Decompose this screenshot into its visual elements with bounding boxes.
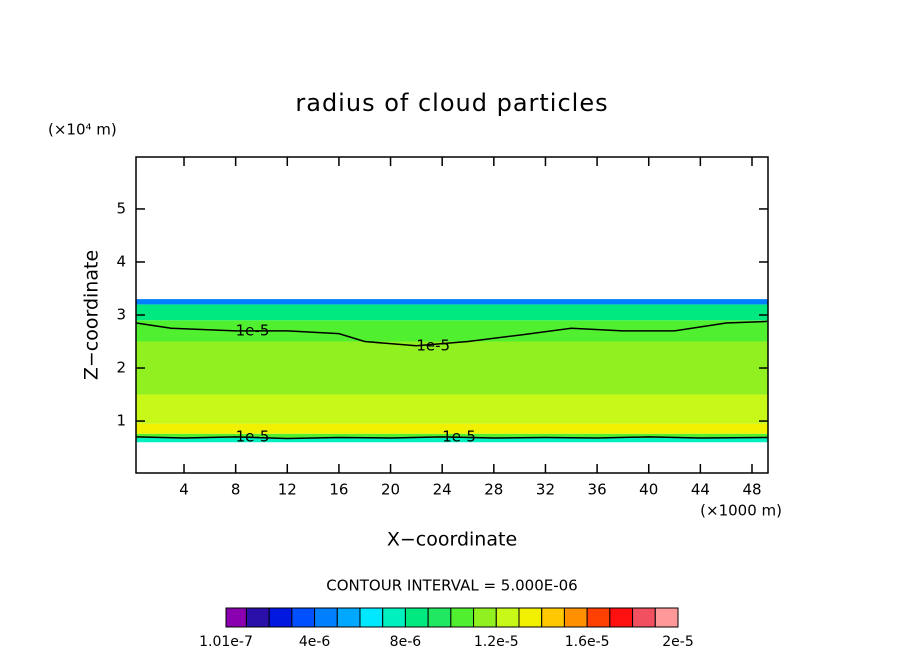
x-tick-label: 20: [381, 481, 400, 499]
colorbar-box: [632, 607, 656, 628]
chart-title: radius of cloud particles: [295, 89, 608, 117]
colorbar-label: 4e-6: [299, 634, 331, 650]
x-tick-label: 40: [639, 481, 658, 499]
colorbar-box: [654, 607, 679, 628]
field-band: [136, 320, 768, 342]
field-band: [136, 304, 768, 321]
x-tick-label: 48: [742, 481, 761, 499]
colorbar-box: [586, 607, 611, 628]
x-unit: (×1000 m): [700, 502, 782, 520]
colorbar-label: 2e-5: [662, 634, 693, 650]
colorbar-box: [563, 607, 588, 628]
colorbar-box: [268, 607, 293, 628]
colorbar-box: [495, 607, 520, 628]
x-tick-label: 32: [536, 481, 555, 499]
colorbar-box: [609, 607, 634, 628]
colorbar-box: [541, 607, 565, 628]
field-band: [136, 438, 768, 443]
x-tick-label: 24: [433, 481, 452, 499]
colorbar-box: [359, 607, 384, 628]
colorbar-box: [291, 607, 316, 628]
y-unit: (×10⁴ m): [48, 121, 117, 139]
contour-label: 1e-5: [236, 321, 270, 339]
colorbar-box: [314, 607, 338, 628]
x-axis-label: X−coordinate: [387, 529, 517, 551]
colorbar-label: 1.2e-5: [474, 634, 519, 650]
y-axis-label: Z−coordinate: [81, 250, 103, 380]
colorbar-box: [404, 607, 429, 628]
contour-label: 1e-5: [442, 427, 476, 445]
colorbar-label: 8e-6: [390, 634, 422, 650]
y-tick-label: 5: [116, 199, 126, 217]
x-tick-label: 44: [691, 481, 710, 499]
colorbar-label: 1.01e-7: [199, 634, 253, 650]
field-band: [136, 423, 768, 434]
colorbar-box: [382, 607, 406, 628]
x-tick-label: 8: [231, 481, 241, 499]
field-band: [136, 433, 768, 439]
contour-label: 1e-5: [416, 336, 450, 354]
y-tick-label: 2: [116, 359, 126, 377]
colorbar-box: [518, 607, 543, 628]
field-band: [136, 341, 768, 395]
colorbar-box: [473, 607, 497, 628]
y-tick-label: 3: [116, 306, 126, 324]
colorbar-box: [245, 607, 270, 628]
x-tick-label: 16: [329, 481, 348, 499]
x-tick-label: 28: [484, 481, 503, 499]
y-tick-label: 1: [116, 412, 126, 430]
annotation: CONTOUR INTERVAL = 5.000E-06: [326, 577, 577, 595]
x-tick-label: 36: [588, 481, 607, 499]
colorbar-label: 1.6e-5: [565, 634, 610, 650]
field-band: [136, 299, 768, 305]
field-band: [136, 394, 768, 424]
x-tick-label: 4: [179, 481, 189, 499]
contour-line: [136, 320, 768, 347]
y-tick-label: 4: [116, 252, 126, 270]
contour-line: [136, 436, 768, 440]
colorbar-box: [450, 607, 475, 628]
colorbar-box: [427, 607, 452, 628]
colorbar-box: [225, 607, 247, 628]
contour-label: 1e-5: [236, 427, 270, 445]
colorbar-box: [336, 607, 361, 628]
x-tick-label: 12: [278, 481, 297, 499]
